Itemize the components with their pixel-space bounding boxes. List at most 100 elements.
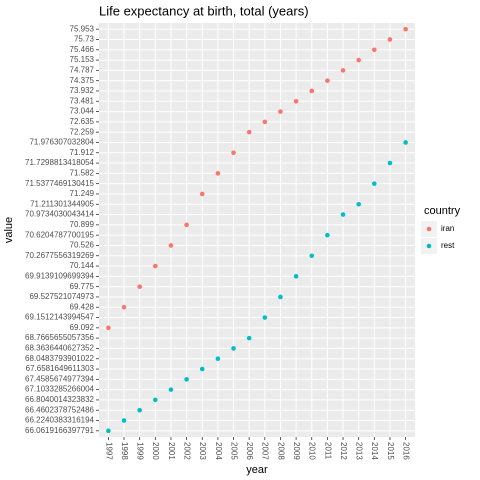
y-tick-label: 70.144 — [70, 261, 95, 270]
y-tick-label: 66.4602378752486 — [25, 405, 95, 414]
point — [387, 160, 393, 166]
x-tick-label: 2008 — [276, 442, 285, 460]
point — [356, 201, 361, 207]
y-tick-label: 71.7298813418054 — [25, 158, 95, 167]
y-tick-label: 69.527521074973 — [29, 292, 94, 301]
y-tick-label: 75.73 — [74, 35, 95, 44]
y-tick-label: 66.8040014323832 — [25, 395, 95, 404]
y-tick-label: 68.0483793901022 — [25, 354, 95, 363]
y-tick-label: 71.912 — [70, 148, 95, 157]
point — [325, 78, 330, 83]
point — [231, 150, 236, 156]
y-tick-label: 66.0619166397791 — [25, 426, 95, 435]
y-tick-label: 69.9139109699394 — [25, 271, 95, 280]
y-tick-label: 69.092 — [70, 323, 95, 332]
y-tick-label: 75.953 — [70, 24, 95, 33]
point — [231, 346, 236, 351]
y-tick-label: 74.375 — [70, 76, 95, 85]
point — [168, 387, 174, 392]
y-tick-label: 71.5377469130415 — [25, 179, 95, 188]
point — [121, 418, 127, 423]
y-tick-label: 71.582 — [70, 168, 95, 177]
y-tick-label: 67.1033285266004 — [25, 385, 95, 394]
x-tick-label: 2007 — [261, 442, 270, 460]
x-tick-label: 2005 — [229, 442, 238, 460]
point — [184, 222, 189, 228]
y-tick-label: 68.3636440627352 — [25, 344, 95, 353]
y-tick-label: 70.6204787700195 — [25, 230, 95, 239]
point — [262, 315, 268, 320]
point — [262, 119, 268, 125]
point — [199, 191, 205, 197]
y-tick-label: 71.211301344905 — [30, 199, 94, 208]
point — [403, 26, 408, 32]
x-tick-label: 1997 — [104, 442, 113, 460]
point — [137, 407, 142, 413]
point — [325, 232, 330, 238]
y-axis-label: value — [3, 217, 15, 243]
x-tick-label: 2006 — [245, 442, 254, 460]
y-tick-label: 74.787 — [70, 65, 95, 74]
x-tick-label: 1999 — [136, 442, 145, 460]
point — [153, 397, 158, 403]
point — [137, 284, 142, 289]
point — [387, 37, 393, 42]
chart-title: Life expectancy at birth, total (years) — [99, 3, 309, 18]
y-tick-label: 73.044 — [70, 107, 95, 116]
point — [340, 68, 346, 73]
y-tick-label: 69.428 — [70, 302, 95, 311]
x-tick-label: 2015 — [386, 442, 395, 460]
point — [356, 57, 361, 63]
point — [309, 253, 315, 259]
point — [121, 304, 127, 310]
y-tick-label: 73.932 — [70, 86, 95, 95]
point — [246, 129, 252, 135]
y-tick-label: 70.2677556319269 — [25, 251, 95, 260]
x-tick-label: 2003 — [198, 442, 207, 460]
y-tick-label: 67.4585674977394 — [25, 374, 95, 383]
y-tick-label: 66.2240383316194 — [25, 416, 95, 425]
legend-title: country — [424, 205, 461, 217]
point — [246, 335, 252, 341]
legend-label: rest — [441, 241, 455, 250]
x-tick-label: 2009 — [292, 442, 301, 460]
point — [215, 171, 221, 176]
legend-marker — [426, 226, 432, 232]
y-tick-label: 70.899 — [70, 220, 95, 229]
x-tick-label: 2000 — [151, 442, 160, 460]
point — [293, 98, 299, 104]
point — [278, 294, 283, 300]
legend-label: iran — [441, 224, 454, 233]
point — [184, 377, 189, 382]
point — [168, 243, 174, 248]
x-tick-label: 2014 — [370, 442, 379, 460]
point — [403, 140, 408, 145]
x-axis-label: year — [246, 464, 268, 476]
point — [293, 274, 299, 279]
y-tick-label: 67.6581649611303 — [26, 364, 95, 373]
x-tick-label: 2010 — [308, 442, 317, 460]
point — [106, 428, 111, 434]
x-tick-label: 2011 — [323, 442, 332, 460]
x-tick-label: 2004 — [214, 442, 223, 460]
x-tick-label: 2016 — [402, 442, 411, 460]
point — [340, 212, 346, 217]
y-tick-label: 75.466 — [70, 45, 95, 54]
x-tick-label: 2001 — [167, 442, 176, 460]
x-tick-label: 2013 — [355, 442, 364, 460]
y-tick-label: 70.9734030043414 — [25, 210, 95, 219]
panel — [99, 23, 415, 437]
y-tick-label: 71.976307032804 — [29, 138, 94, 147]
point — [372, 181, 377, 186]
y-tick-label: 69.1512143994547 — [25, 313, 95, 322]
point — [372, 47, 377, 53]
y-tick-label: 72.635 — [70, 117, 95, 126]
y-tick-label: 73.481 — [70, 96, 95, 105]
x-tick-label: 2012 — [339, 442, 348, 460]
y-tick-label: 68.7665655057356 — [25, 333, 95, 342]
point — [199, 366, 205, 372]
y-tick-label: 75.153 — [70, 55, 95, 64]
point — [278, 109, 283, 114]
point — [153, 263, 158, 269]
